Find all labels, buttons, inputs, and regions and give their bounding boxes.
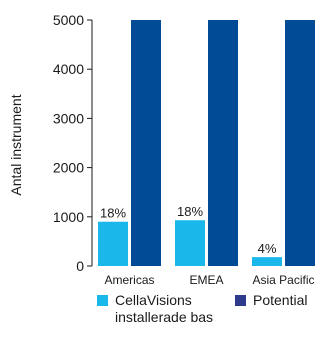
legend-label-potential: Potential bbox=[253, 292, 308, 308]
data-labels: 18% 18% 4% bbox=[100, 204, 277, 256]
y-tick-label: 5000 bbox=[53, 12, 84, 28]
data-label: 18% bbox=[177, 204, 203, 219]
y-tick-label: 2000 bbox=[53, 160, 84, 176]
bar-potential bbox=[208, 20, 238, 266]
bar-potential bbox=[285, 20, 315, 266]
bar-installed bbox=[98, 221, 128, 266]
data-label: 4% bbox=[258, 241, 277, 256]
bar-installed bbox=[252, 257, 282, 266]
legend-swatch-installed bbox=[97, 295, 108, 306]
y-tick-label: 4000 bbox=[53, 61, 84, 77]
bar-chart: Antal instrument 0 1000 2000 3000 4000 5000 1… bbox=[8, 12, 315, 287]
bar-potential bbox=[131, 20, 161, 266]
bar-installed bbox=[175, 220, 205, 266]
y-tick-label: 1000 bbox=[53, 209, 84, 225]
x-category-label: EMEA bbox=[189, 273, 223, 287]
y-tick-label: 0 bbox=[76, 258, 84, 274]
x-category-label: Americas bbox=[104, 273, 154, 287]
y-tick-label: 3000 bbox=[53, 110, 84, 126]
y-axis-ticks: 0 1000 2000 3000 4000 5000 bbox=[53, 12, 92, 274]
legend-swatch-potential bbox=[235, 295, 246, 306]
bars bbox=[98, 20, 315, 266]
x-category-label: Asia Pacific bbox=[252, 273, 314, 287]
data-label: 18% bbox=[100, 206, 126, 221]
y-axis-label: Antal instrument bbox=[8, 94, 24, 195]
legend-label-installed: CellaVisions installerade bas bbox=[115, 292, 214, 325]
y-axis-title: Antal instrument bbox=[8, 94, 24, 195]
category-labels: Americas EMEA Asia Pacific bbox=[104, 273, 314, 287]
